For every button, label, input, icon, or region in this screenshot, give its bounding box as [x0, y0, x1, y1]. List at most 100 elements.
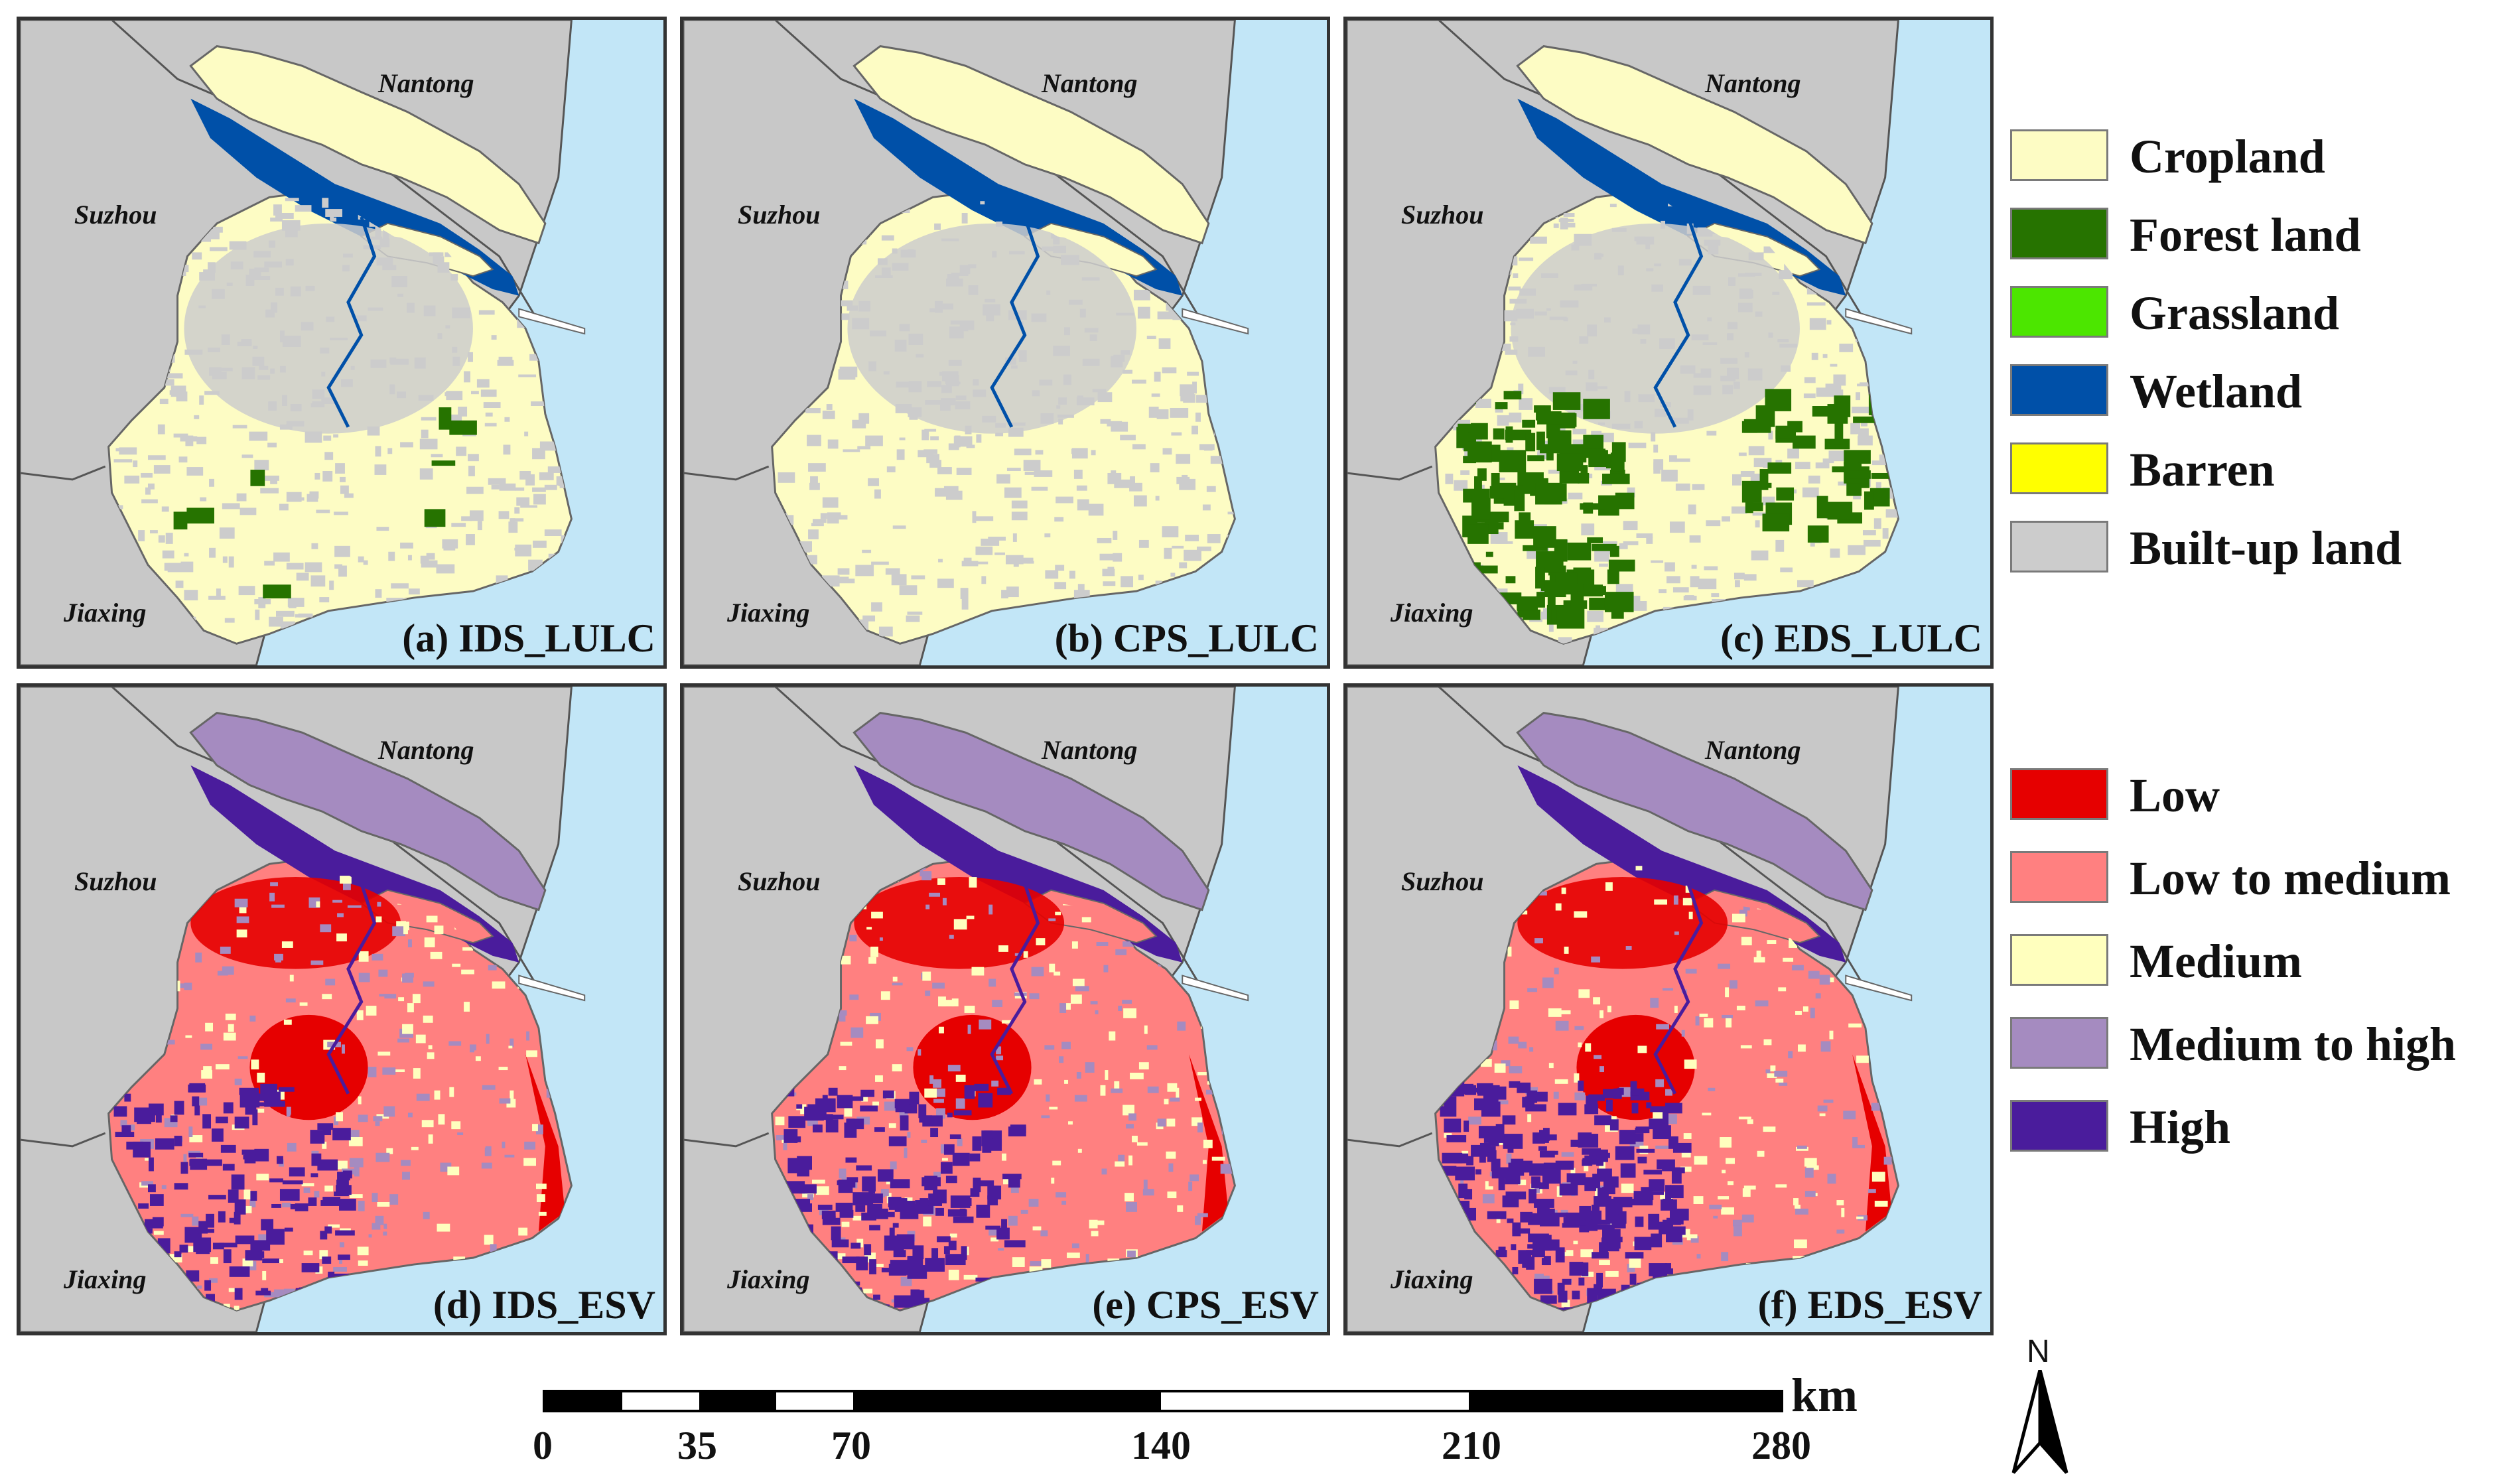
- builtup-patch: [222, 503, 240, 509]
- high-esv-patch: [822, 1114, 844, 1120]
- builtup-patch: [270, 368, 275, 374]
- high-esv-patch: [1645, 1191, 1665, 1195]
- forest-patch: [1582, 448, 1605, 458]
- builtup-patch: [1738, 452, 1747, 456]
- province-boundary: [1347, 465, 1433, 481]
- builtup-patch: [1495, 407, 1503, 413]
- builtup-patch: [219, 527, 235, 539]
- mid-esv-patch: [188, 1126, 193, 1138]
- builtup-patch: [204, 391, 220, 395]
- mid-esv-patch: [1518, 1180, 1527, 1185]
- mid-esv-patch: [1843, 1111, 1856, 1120]
- mid-esv-patch: [1742, 1188, 1751, 1197]
- mid-esv-patch: [1808, 971, 1820, 979]
- mid-esv-patch: [1763, 1039, 1772, 1046]
- high-esv-patch: [228, 1189, 239, 1203]
- builtup-patch: [1574, 284, 1593, 291]
- builtup-patch: [200, 497, 207, 502]
- builtup-patch: [461, 516, 472, 521]
- high-esv-patch: [282, 1180, 303, 1185]
- builtup-patch: [1107, 421, 1122, 427]
- mid-esv-patch: [413, 1068, 421, 1079]
- mid-esv-patch: [840, 1042, 852, 1046]
- high-esv-patch: [852, 1192, 874, 1205]
- builtup-patch: [1711, 593, 1720, 598]
- builtup-patch: [1560, 300, 1579, 308]
- mid-esv-patch: [464, 1002, 470, 1012]
- builtup-patch: [1084, 328, 1099, 333]
- high-esv-patch: [1463, 1120, 1469, 1132]
- huangpu-river: [326, 883, 377, 1095]
- forest-patch: [1816, 496, 1828, 519]
- builtup-patch: [1597, 253, 1604, 257]
- mid-esv-patch: [397, 1038, 409, 1043]
- high-esv-patch: [1665, 1185, 1671, 1201]
- builtup-patch: [1528, 346, 1545, 357]
- mid-esv-patch: [375, 916, 382, 923]
- mid-esv-patch: [1061, 1042, 1071, 1049]
- builtup-patch: [1653, 444, 1659, 453]
- builtup-patch: [985, 299, 996, 303]
- legend-label: Forest land: [2130, 208, 2361, 261]
- mid-esv-patch: [1665, 1089, 1672, 1096]
- high-esv-patch: [1440, 1106, 1457, 1117]
- mid-esv-patch: [1738, 1116, 1751, 1120]
- builtup-patch: [249, 269, 259, 275]
- high-esv-patch: [189, 1159, 202, 1166]
- builtup-patch: [1516, 308, 1534, 319]
- mid-esv-patch: [1574, 1073, 1580, 1083]
- mid-esv-patch: [1713, 1215, 1718, 1219]
- mid-esv-patch: [875, 1075, 883, 1082]
- builtup-patch: [858, 413, 870, 424]
- mid-esv-patch: [1003, 1176, 1010, 1185]
- high-esv-patch: [1530, 1091, 1548, 1102]
- high-esv-patch: [945, 1254, 966, 1266]
- panel-caption: (d) IDS_ESV: [433, 1283, 655, 1327]
- builtup-patch: [896, 449, 905, 460]
- mid-esv-patch: [1753, 957, 1765, 963]
- builtup-patch: [1010, 365, 1018, 369]
- high-esv-patch: [873, 1294, 880, 1300]
- high-esv-patch: [975, 1277, 992, 1282]
- mid-esv-patch: [1674, 931, 1679, 935]
- high-esv-patch: [1570, 1139, 1580, 1147]
- mid-esv-patch: [1733, 1225, 1742, 1237]
- builtup-patch: [1744, 352, 1749, 358]
- mid-esv-patch: [1460, 1178, 1464, 1184]
- mid-esv-patch: [1008, 1215, 1018, 1226]
- mid-esv-patch: [1599, 1260, 1610, 1266]
- builtup-patch: [885, 568, 900, 575]
- builtup-patch: [1624, 391, 1631, 403]
- mid-esv-patch: [340, 1228, 351, 1233]
- builtup-patch: [1146, 336, 1156, 340]
- builtup-patch: [1830, 364, 1838, 367]
- huangpu-river: [990, 883, 1040, 1095]
- builtup-patch: [916, 354, 924, 358]
- builtup-patch: [1638, 394, 1655, 403]
- high-esv-patch: [320, 1231, 328, 1240]
- builtup-patch: [175, 580, 184, 588]
- builtup-patch: [1692, 484, 1705, 490]
- builtup-patch: [1206, 486, 1216, 492]
- builtup-patch: [1732, 474, 1741, 486]
- high-esv-patch: [930, 1128, 939, 1138]
- builtup-patch: [269, 240, 276, 248]
- mid-esv-patch: [1461, 1150, 1469, 1154]
- builtup-patch: [314, 472, 320, 480]
- mid-esv-patch: [526, 1031, 530, 1041]
- forest-patch: [1871, 472, 1897, 479]
- scale-tick-label: 210: [1442, 1424, 1501, 1467]
- high-esv-patch: [1648, 1213, 1660, 1230]
- high-esv-patch: [1663, 1108, 1668, 1122]
- builtup-patch: [210, 247, 228, 251]
- mid-esv-patch: [340, 1242, 344, 1248]
- builtup-patch: [421, 429, 429, 438]
- builtup-patch: [556, 476, 563, 486]
- builtup-patch: [1829, 389, 1838, 393]
- mid-esv-patch: [1107, 1258, 1120, 1262]
- mid-esv-patch: [377, 1051, 391, 1056]
- builtup-patch: [1637, 324, 1651, 335]
- mid-esv-patch: [382, 1067, 396, 1075]
- bridge: [1845, 975, 1913, 1002]
- mid-esv-patch: [1564, 946, 1569, 954]
